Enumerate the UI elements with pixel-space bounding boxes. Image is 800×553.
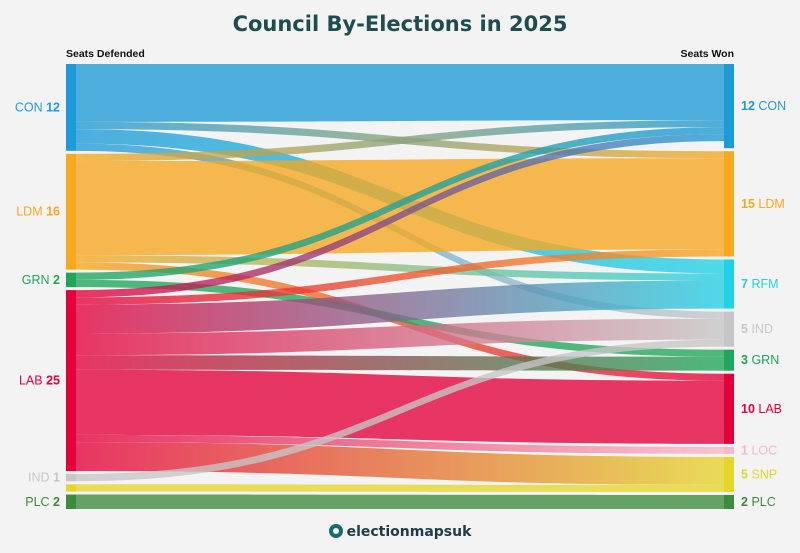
left-node-ldm	[66, 153, 76, 270]
seats-defended-header: Seats Defended	[66, 48, 145, 60]
right-node-ind	[724, 311, 734, 347]
flow-snp-to-snp	[76, 484, 724, 492]
flows-layer	[76, 64, 724, 509]
right-node-snp	[724, 456, 734, 492]
footer-brand: electionmapsuk	[0, 524, 800, 540]
left-node-grn	[66, 272, 76, 288]
right-label-plc: 2 PLC	[741, 495, 776, 509]
left-node-ind	[66, 474, 76, 482]
flow-lab-to-lab	[76, 369, 724, 444]
flow-lab-to-loc	[76, 434, 724, 454]
right-node-plc	[724, 494, 734, 509]
left-label-ind: IND 1	[28, 471, 60, 485]
right-label-rfm: 7 RFM	[741, 277, 779, 291]
labels-layer: CON 12 LDM 16 GRN 2 LAB 25 IND 1 PLC 2 12 CON 1…	[15, 99, 786, 509]
flow-con-to-con	[76, 64, 724, 122]
left-node-con	[66, 64, 76, 151]
left-label-plc: PLC 2	[25, 495, 60, 509]
flow-grn-to-con	[76, 127, 724, 280]
right-label-grn: 3 GRN	[741, 353, 779, 367]
flow-plc-to-plc	[76, 494, 724, 509]
flow-lab-to-snp	[76, 442, 724, 485]
left-label-grn: GRN 2	[22, 273, 60, 287]
right-label-loc: 1 LOC	[741, 443, 777, 457]
right-node-grn	[724, 349, 734, 371]
right-node-ldm	[724, 151, 734, 257]
chart-title: Council By-Elections in 2025	[232, 12, 568, 36]
nodes-layer	[66, 64, 734, 509]
left-label-con: CON 12	[15, 100, 60, 114]
flow-lab-to-con	[76, 134, 724, 298]
left-node-snp	[66, 484, 76, 492]
right-label-lab: 10 LAB	[741, 402, 782, 416]
flow-lab-to-grn	[76, 355, 724, 371]
left-label-lab: LAB 25	[19, 374, 60, 388]
right-label-ldm: 15 LDM	[741, 197, 785, 211]
right-node-con	[724, 64, 734, 149]
brand-logo-icon	[328, 524, 343, 538]
right-node-loc	[724, 446, 734, 454]
right-label-con: 12 CON	[741, 99, 786, 113]
right-label-ind: 5 IND	[741, 322, 773, 336]
left-node-plc	[66, 494, 76, 509]
flow-ldm-to-con	[76, 120, 724, 162]
flow-ind-to-ind	[76, 339, 724, 482]
left-node-lab	[66, 290, 76, 472]
flow-lab-to-ldm	[76, 249, 724, 305]
seats-won-header: Seats Won	[680, 48, 734, 60]
left-label-ldm: LDM 16	[16, 205, 60, 219]
flow-lab-to-ind	[76, 318, 724, 356]
right-label-snp: 5 SNP	[741, 467, 777, 481]
brand-name: electionmapsuk	[346, 524, 472, 540]
right-node-rfm	[724, 259, 734, 309]
right-node-lab	[724, 373, 734, 444]
flow-lab-to-rfm	[76, 280, 724, 334]
